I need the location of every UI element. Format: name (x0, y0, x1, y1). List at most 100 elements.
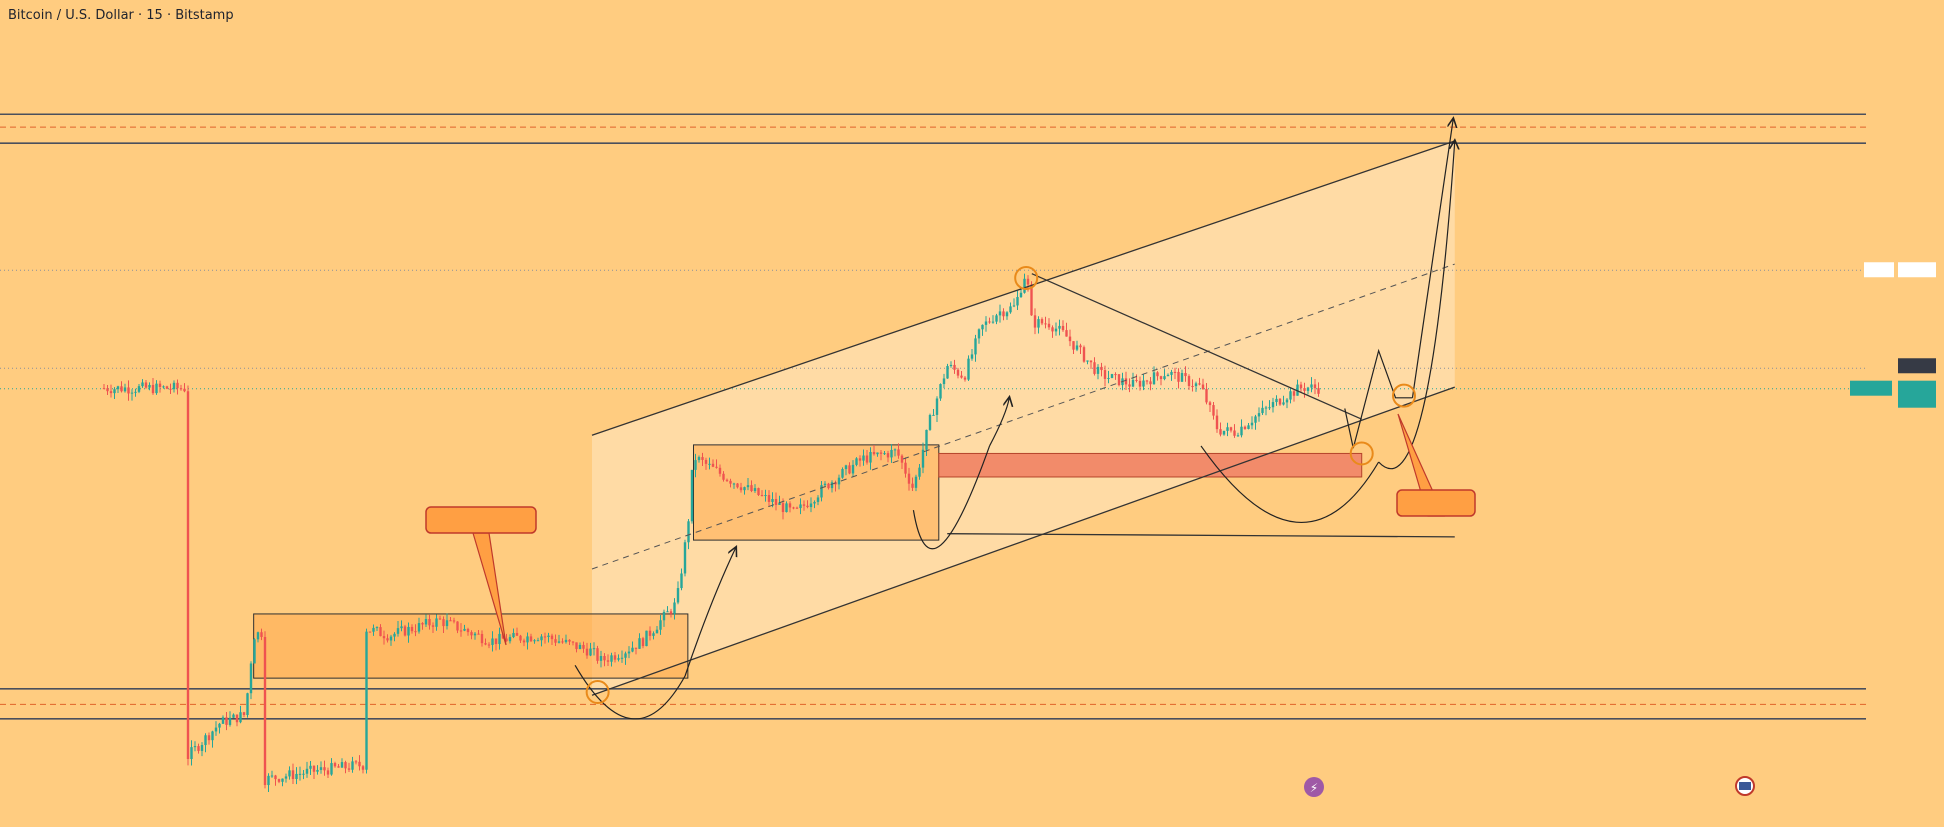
candle[interactable] (284, 773, 288, 783)
candle[interactable] (190, 740, 193, 766)
candle[interactable] (865, 450, 869, 465)
candle[interactable] (655, 626, 659, 634)
candle[interactable] (1058, 319, 1061, 336)
candle[interactable] (333, 761, 337, 768)
candle[interactable] (298, 766, 302, 781)
candle[interactable] (130, 389, 134, 401)
candle[interactable] (998, 304, 1002, 323)
candle[interactable] (186, 385, 190, 766)
candle[interactable] (428, 614, 431, 630)
candle[interactable] (1236, 432, 1240, 437)
candle[interactable] (739, 482, 743, 493)
candle[interactable] (473, 632, 477, 640)
candle[interactable] (918, 463, 921, 480)
candle[interactable] (746, 478, 750, 491)
candle[interactable] (774, 492, 778, 511)
candle[interactable] (134, 388, 137, 397)
candle[interactable] (1016, 290, 1019, 310)
candle[interactable] (1068, 329, 1072, 347)
candle[interactable] (767, 490, 771, 507)
swing-curve-3[interactable] (1200, 445, 1380, 524)
candle[interactable] (1114, 372, 1117, 380)
candle[interactable] (533, 639, 536, 644)
candle[interactable] (760, 490, 764, 497)
candle[interactable] (851, 460, 855, 477)
candle[interactable] (1317, 382, 1320, 397)
candle[interactable] (1156, 371, 1159, 381)
candle[interactable] (1250, 416, 1254, 430)
swing-arrow-1[interactable] (684, 548, 736, 677)
candle[interactable] (116, 385, 120, 393)
candle[interactable] (701, 452, 704, 467)
candle[interactable] (690, 469, 694, 524)
candle[interactable] (305, 761, 309, 778)
candle[interactable] (1313, 379, 1317, 395)
candle[interactable] (260, 628, 263, 641)
flag-icon[interactable] (1735, 776, 1755, 796)
candle[interactable] (1299, 381, 1303, 393)
candle[interactable] (274, 774, 277, 786)
candle[interactable] (879, 449, 883, 461)
candle[interactable] (687, 518, 690, 550)
candle[interactable] (1303, 382, 1306, 398)
candle[interactable] (613, 651, 617, 663)
candle[interactable] (963, 375, 967, 382)
candle[interactable] (379, 624, 382, 637)
candle[interactable] (984, 316, 988, 332)
candle[interactable] (1278, 398, 1282, 406)
candle[interactable] (757, 487, 760, 496)
candle[interactable] (809, 497, 813, 513)
candle[interactable] (253, 638, 256, 664)
candle[interactable] (1054, 322, 1058, 336)
candle[interactable] (1033, 308, 1037, 335)
candle[interactable] (484, 638, 487, 646)
candle[interactable] (802, 500, 806, 511)
candle[interactable] (585, 642, 589, 659)
channel-lower-line[interactable] (591, 386, 1455, 696)
candle[interactable] (743, 486, 746, 495)
candle[interactable] (368, 631, 372, 633)
candle[interactable] (921, 442, 925, 474)
candle[interactable] (1166, 373, 1170, 377)
candle[interactable] (589, 642, 592, 657)
candle[interactable] (953, 359, 956, 374)
candle[interactable] (862, 449, 865, 466)
candle[interactable] (620, 650, 624, 663)
candle[interactable] (1194, 381, 1198, 392)
candle[interactable] (645, 630, 648, 647)
candle[interactable] (697, 455, 701, 463)
candle[interactable] (897, 443, 900, 459)
candle[interactable] (365, 628, 368, 774)
candle[interactable] (1100, 362, 1103, 377)
candle[interactable] (1051, 325, 1054, 338)
candle[interactable] (942, 373, 946, 389)
candle[interactable] (841, 467, 844, 479)
candle[interactable] (438, 615, 442, 620)
candle[interactable] (778, 495, 781, 505)
candle[interactable] (323, 760, 326, 776)
candle[interactable] (519, 634, 522, 643)
candle[interactable] (204, 733, 207, 753)
candle[interactable] (725, 478, 729, 482)
candle[interactable] (347, 762, 351, 773)
candle[interactable] (543, 632, 547, 644)
candle[interactable] (666, 606, 669, 613)
candle[interactable] (785, 501, 788, 513)
candle[interactable] (344, 760, 347, 774)
candle[interactable] (1271, 397, 1275, 413)
range-callout[interactable] (425, 506, 537, 646)
candle[interactable] (1240, 419, 1243, 438)
descending-line-line[interactable] (1031, 273, 1362, 420)
candle[interactable] (424, 614, 428, 627)
candle[interactable] (732, 482, 736, 489)
candle[interactable] (1079, 343, 1082, 354)
candle[interactable] (1208, 400, 1212, 413)
candle[interactable] (708, 457, 711, 470)
candle[interactable] (330, 758, 333, 776)
candle[interactable] (1012, 298, 1016, 308)
candle[interactable] (529, 633, 533, 642)
candle[interactable] (977, 328, 981, 344)
candle[interactable] (540, 634, 543, 647)
channel-mid-line[interactable] (591, 263, 1455, 570)
candle[interactable] (312, 765, 316, 780)
